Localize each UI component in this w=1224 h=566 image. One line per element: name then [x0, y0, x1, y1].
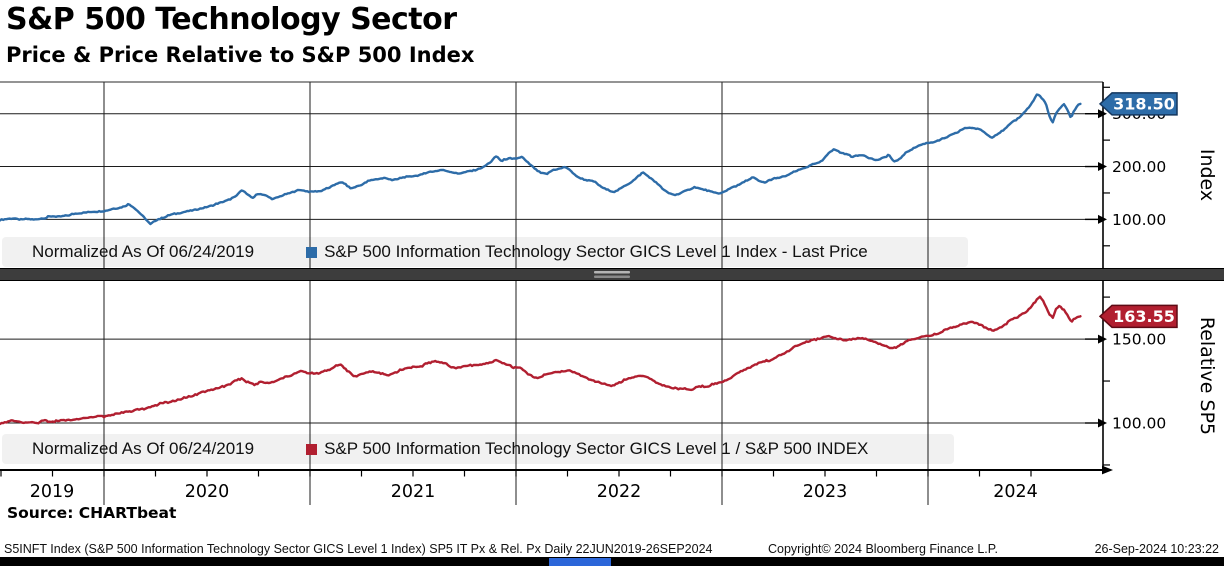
statusbar-ticker-info: S5INFT Index (S&P 500 Information Techno… — [4, 542, 713, 556]
index-price-line — [0, 93, 1082, 226]
x-year-label: 2020 — [185, 482, 230, 502]
y-tick-arrow-icon — [1098, 334, 1107, 344]
last-price-flag-value: 163.55 — [1113, 307, 1175, 326]
y-tick-label: 100.00 — [1112, 211, 1166, 229]
y-axis-title: Index — [1196, 149, 1218, 201]
y-tick-arrow-icon — [1098, 109, 1107, 119]
y-tick-arrow-icon — [1098, 162, 1107, 172]
statusbar-timestamp: 26-Sep-2024 10:23:22 — [1094, 542, 1219, 556]
legend-top-panel: Normalized As Of 06/24/2019 S&P 500 Info… — [2, 237, 868, 267]
x-year-label: 2019 — [30, 482, 75, 502]
page-title: S&P 500 Technology Sector — [6, 2, 457, 37]
bottom-bar-accent — [549, 558, 611, 566]
legend-entry-relative: S&P 500 Information Technology Sector GI… — [306, 434, 868, 464]
legend-band — [2, 434, 954, 464]
page-subtitle: Price & Price Relative to S&P 500 Index — [6, 43, 475, 67]
last-price-flag-index — [1098, 92, 1178, 116]
normalized-note: Normalized As Of 06/24/2019 — [32, 242, 255, 261]
x-axis-arrow-icon — [1102, 465, 1113, 475]
legend-entry-index: S&P 500 Information Technology Sector GI… — [306, 237, 868, 267]
statusbar-copyright: Copyright© 2024 Bloomberg Finance L.P. — [768, 542, 998, 556]
index-series-swatch-icon — [306, 246, 318, 258]
y-axis-title: Relative SP5 — [1196, 317, 1218, 435]
bottom-bar — [0, 557, 1224, 566]
y-tick-arrow-icon — [1098, 418, 1107, 428]
x-year-label: 2021 — [391, 482, 436, 502]
splitter-handle[interactable] — [594, 275, 630, 279]
y-tick-label: 150.00 — [1112, 331, 1166, 349]
splitter-handle[interactable] — [594, 271, 630, 274]
x-year-label: 2022 — [597, 482, 642, 502]
legend-band — [2, 237, 968, 267]
y-tick-arrow-icon — [1098, 214, 1107, 224]
x-year-label: 2023 — [803, 482, 848, 502]
relative-series-swatch-icon — [306, 443, 318, 455]
last-price-flag-relative — [1098, 304, 1178, 329]
normalized-note: Normalized As Of 06/24/2019 — [32, 439, 255, 458]
x-year-label: 2024 — [993, 482, 1038, 502]
panel-splitter[interactable] — [0, 268, 1224, 281]
y-tick-label: 100.00 — [1112, 415, 1166, 433]
legend-bottom-panel: Normalized As Of 06/24/2019 S&P 500 Info… — [2, 434, 868, 464]
legend-entry-label: S&P 500 Information Technology Sector GI… — [324, 242, 868, 261]
y-tick-label: 200.00 — [1112, 158, 1166, 176]
last-price-flag-value: 318.50 — [1113, 94, 1175, 113]
source-label: Source: CHARTbeat — [7, 504, 177, 522]
legend-entry-label: S&P 500 Information Technology Sector GI… — [324, 439, 869, 458]
relative-price-line — [0, 295, 1082, 426]
